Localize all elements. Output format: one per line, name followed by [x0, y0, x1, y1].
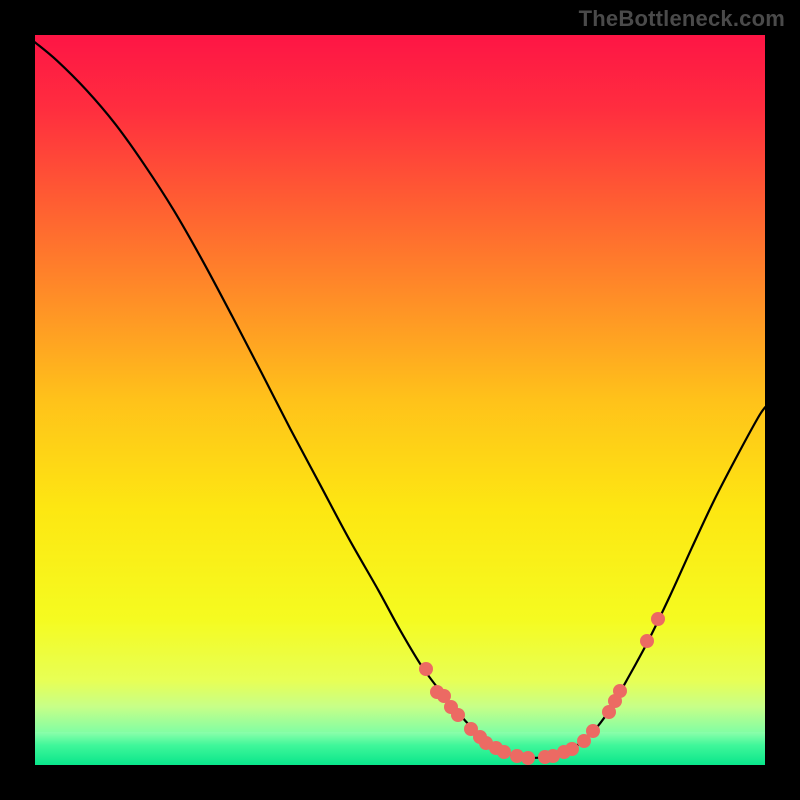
- sample-point: [586, 724, 600, 738]
- sample-point: [613, 684, 627, 698]
- sample-points-layer: [35, 35, 765, 765]
- sample-point: [451, 708, 465, 722]
- sample-point: [419, 662, 433, 676]
- watermark-text: TheBottleneck.com: [579, 6, 785, 32]
- sample-point: [565, 742, 579, 756]
- sample-point: [521, 751, 535, 765]
- plot-area: [35, 35, 765, 765]
- sample-point: [640, 634, 654, 648]
- chart-frame: TheBottleneck.com: [0, 0, 800, 800]
- sample-point: [651, 612, 665, 626]
